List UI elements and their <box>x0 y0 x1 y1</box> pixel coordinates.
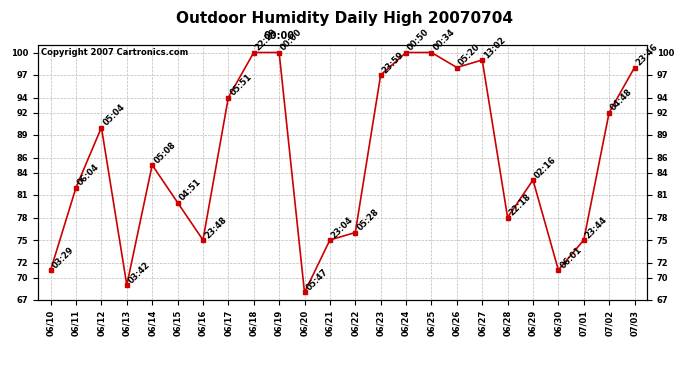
Text: 06:04: 06:04 <box>76 162 101 188</box>
Text: 03:29: 03:29 <box>50 245 76 270</box>
Text: 13:02: 13:02 <box>482 35 507 60</box>
Text: 23:59: 23:59 <box>381 50 406 75</box>
Text: 03:42: 03:42 <box>127 260 152 285</box>
Text: 05:47: 05:47 <box>304 267 330 292</box>
Text: 06:01: 06:01 <box>558 245 584 270</box>
Text: 05:08: 05:08 <box>152 140 177 165</box>
Text: 05:20: 05:20 <box>457 42 482 68</box>
Text: 23:46: 23:46 <box>635 42 660 68</box>
Text: 23:44: 23:44 <box>584 215 609 240</box>
Text: 05:04: 05:04 <box>101 102 126 128</box>
Text: Copyright 2007 Cartronics.com: Copyright 2007 Cartronics.com <box>41 48 188 57</box>
Text: 05:51: 05:51 <box>228 72 254 98</box>
Text: 04:48: 04:48 <box>609 87 634 112</box>
Text: 22:29: 22:29 <box>254 27 279 53</box>
Text: 00:00: 00:00 <box>279 27 304 53</box>
Text: 00:50: 00:50 <box>406 27 431 53</box>
Text: 00:34: 00:34 <box>431 27 457 53</box>
Text: 05:28: 05:28 <box>355 207 380 232</box>
Text: 02:16: 02:16 <box>533 155 558 180</box>
Text: 04:51: 04:51 <box>177 177 203 203</box>
Text: 23:04: 23:04 <box>330 215 355 240</box>
Text: 22:18: 22:18 <box>508 192 533 217</box>
Text: Outdoor Humidity Daily High 20070704: Outdoor Humidity Daily High 20070704 <box>177 11 513 26</box>
Text: 00:00: 00:00 <box>264 31 295 41</box>
Text: 23:48: 23:48 <box>203 215 228 240</box>
